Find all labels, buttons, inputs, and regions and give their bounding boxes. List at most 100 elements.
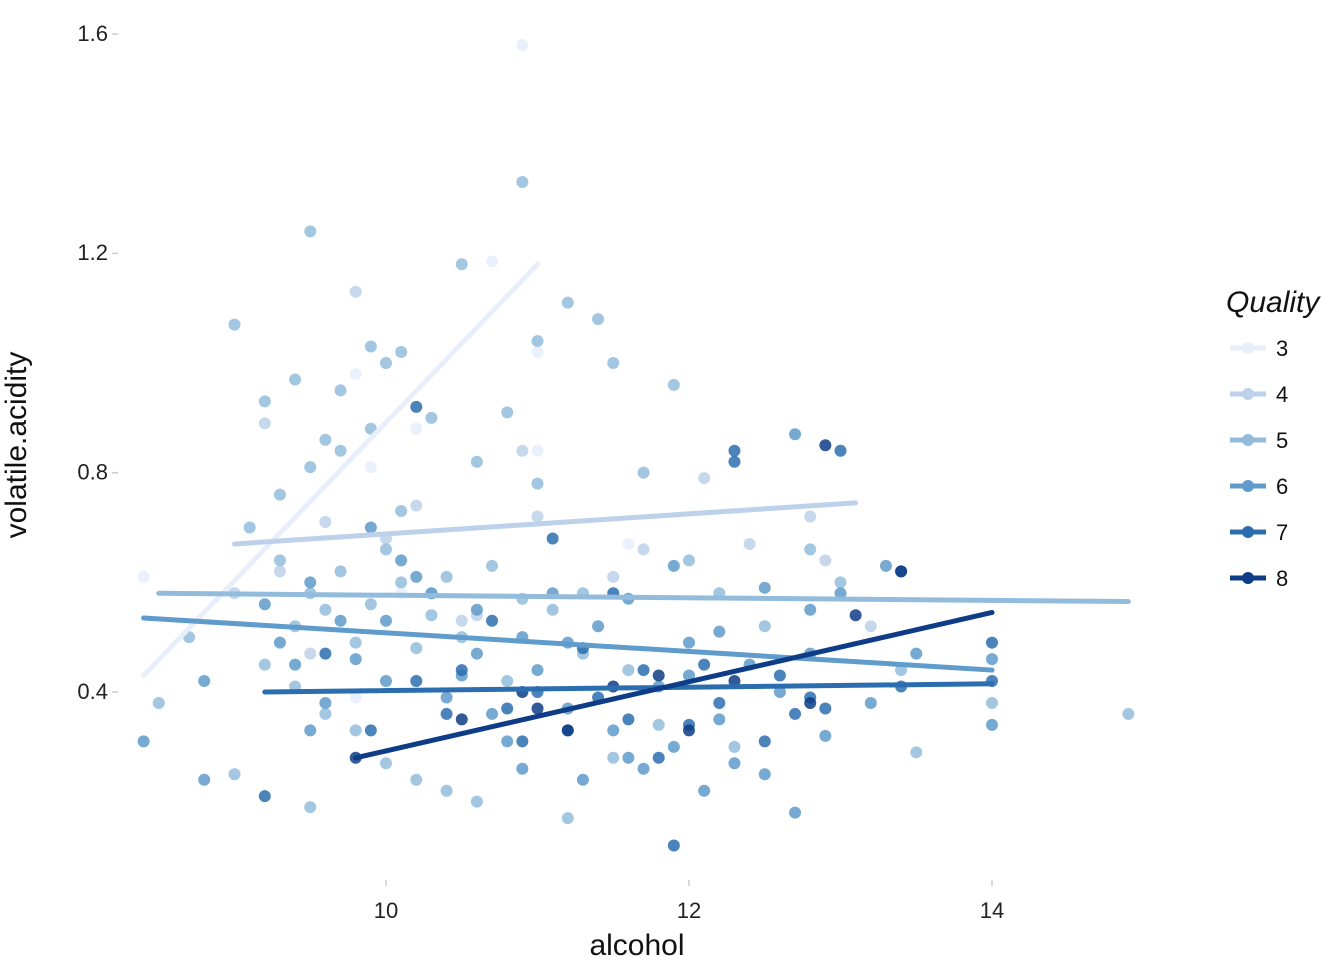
data-point-q5 bbox=[334, 565, 347, 578]
data-point-q5 bbox=[395, 346, 408, 359]
data-point-q4 bbox=[637, 543, 650, 556]
data-point-q5 bbox=[425, 609, 438, 622]
y-tick-1: 0.8 bbox=[77, 459, 118, 484]
x-axis: 10 12 14 bbox=[374, 880, 1004, 923]
data-point-q7 bbox=[516, 735, 529, 748]
data-point-q7 bbox=[258, 790, 271, 803]
x-tick-2: 14 bbox=[980, 880, 1004, 923]
data-point-q5 bbox=[319, 707, 332, 720]
trend-layer bbox=[141, 261, 1131, 761]
data-point-q4 bbox=[804, 510, 817, 523]
data-point-q7 bbox=[834, 444, 847, 457]
y-axis: 0.4 0.8 1.2 1.6 bbox=[77, 21, 118, 704]
data-point-q5 bbox=[592, 313, 605, 326]
data-point-q5 bbox=[804, 543, 817, 556]
points-layer bbox=[137, 38, 1135, 852]
data-point-q5 bbox=[334, 384, 347, 397]
data-point-q6 bbox=[516, 762, 529, 775]
data-point-q7 bbox=[667, 839, 680, 852]
data-point-q4 bbox=[698, 472, 711, 485]
data-point-q6 bbox=[637, 762, 650, 775]
data-point-q3 bbox=[137, 570, 150, 583]
data-point-q6 bbox=[667, 740, 680, 753]
data-point-q4 bbox=[819, 554, 832, 567]
data-point-q8 bbox=[652, 669, 665, 682]
trend-line-q8 bbox=[353, 609, 995, 761]
data-point-q6 bbox=[273, 636, 286, 649]
data-point-q7 bbox=[364, 724, 377, 737]
data-point-q8 bbox=[895, 565, 908, 578]
y-axis-title: volatile.acidity bbox=[0, 352, 33, 539]
data-point-q4 bbox=[319, 516, 332, 529]
data-point-q7 bbox=[440, 707, 453, 720]
data-point-q6 bbox=[576, 773, 589, 786]
data-point-q5 bbox=[440, 784, 453, 797]
data-point-q5 bbox=[349, 724, 362, 737]
data-point-q6 bbox=[470, 647, 483, 660]
y-tick-label: 1.6 bbox=[77, 21, 108, 46]
data-point-q6 bbox=[258, 598, 271, 611]
data-point-q7 bbox=[713, 696, 726, 709]
legend-label: 8 bbox=[1276, 566, 1288, 591]
legend-item-4[interactable]: 4 bbox=[1230, 382, 1288, 407]
data-point-q5 bbox=[425, 411, 438, 424]
data-point-q7 bbox=[455, 664, 468, 677]
trend-line-q7 bbox=[262, 681, 995, 695]
data-point-q5 bbox=[546, 603, 559, 616]
data-point-q5 bbox=[667, 378, 680, 391]
y-tick-label: 0.4 bbox=[77, 679, 108, 704]
x-axis-title: alcohol bbox=[589, 929, 684, 960]
data-point-q7 bbox=[652, 751, 665, 764]
data-point-q5 bbox=[455, 258, 468, 271]
data-point-q4 bbox=[410, 499, 423, 512]
data-point-q8 bbox=[819, 439, 832, 452]
data-point-q5 bbox=[410, 773, 423, 786]
data-point-q7 bbox=[986, 636, 998, 649]
x-tick-label: 14 bbox=[980, 898, 1004, 923]
data-point-q5 bbox=[152, 696, 165, 709]
data-point-q7 bbox=[410, 675, 423, 688]
data-point-q6 bbox=[834, 587, 847, 600]
data-point-q6 bbox=[531, 664, 544, 677]
data-point-q4 bbox=[304, 647, 317, 660]
data-point-q6 bbox=[198, 675, 211, 688]
legend-item-6[interactable]: 6 bbox=[1230, 474, 1288, 499]
legend-item-8[interactable]: 8 bbox=[1230, 566, 1288, 591]
data-point-q5 bbox=[228, 768, 241, 781]
data-point-q6 bbox=[470, 603, 483, 616]
trend-line-q6 bbox=[141, 615, 995, 673]
data-point-q6 bbox=[289, 658, 302, 671]
data-point-q6 bbox=[773, 686, 786, 698]
data-point-q8 bbox=[561, 724, 574, 737]
legend-item-3[interactable]: 3 bbox=[1230, 336, 1288, 361]
legend-key-dot bbox=[1242, 526, 1254, 538]
data-point-q5 bbox=[319, 433, 332, 446]
data-point-q7 bbox=[410, 400, 423, 413]
trend-line-q3 bbox=[141, 261, 540, 679]
data-point-q6 bbox=[304, 576, 317, 589]
data-point-q6 bbox=[198, 773, 211, 786]
data-point-q5 bbox=[1122, 707, 1135, 720]
data-point-q5 bbox=[410, 642, 423, 655]
data-point-q3 bbox=[349, 691, 362, 704]
data-point-q6 bbox=[667, 559, 680, 572]
data-point-q5 bbox=[258, 395, 271, 408]
legend-key-dot bbox=[1242, 388, 1254, 400]
x-tick-label: 12 bbox=[677, 898, 701, 923]
data-point-q6 bbox=[986, 653, 998, 666]
data-point-q6 bbox=[622, 751, 635, 764]
data-point-q7 bbox=[819, 702, 832, 715]
data-point-q6 bbox=[819, 729, 832, 742]
data-point-q5 bbox=[440, 570, 453, 583]
data-point-q6 bbox=[864, 696, 877, 709]
data-point-q7 bbox=[728, 455, 741, 468]
data-point-q5 bbox=[758, 620, 771, 633]
data-point-q6 bbox=[758, 581, 771, 594]
data-point-q6 bbox=[879, 559, 892, 572]
data-point-q6 bbox=[910, 647, 923, 660]
legend-item-5[interactable]: 5 bbox=[1230, 428, 1288, 453]
data-point-q6 bbox=[683, 636, 695, 649]
legend-item-7[interactable]: 7 bbox=[1230, 520, 1288, 545]
data-point-q3 bbox=[349, 367, 362, 380]
